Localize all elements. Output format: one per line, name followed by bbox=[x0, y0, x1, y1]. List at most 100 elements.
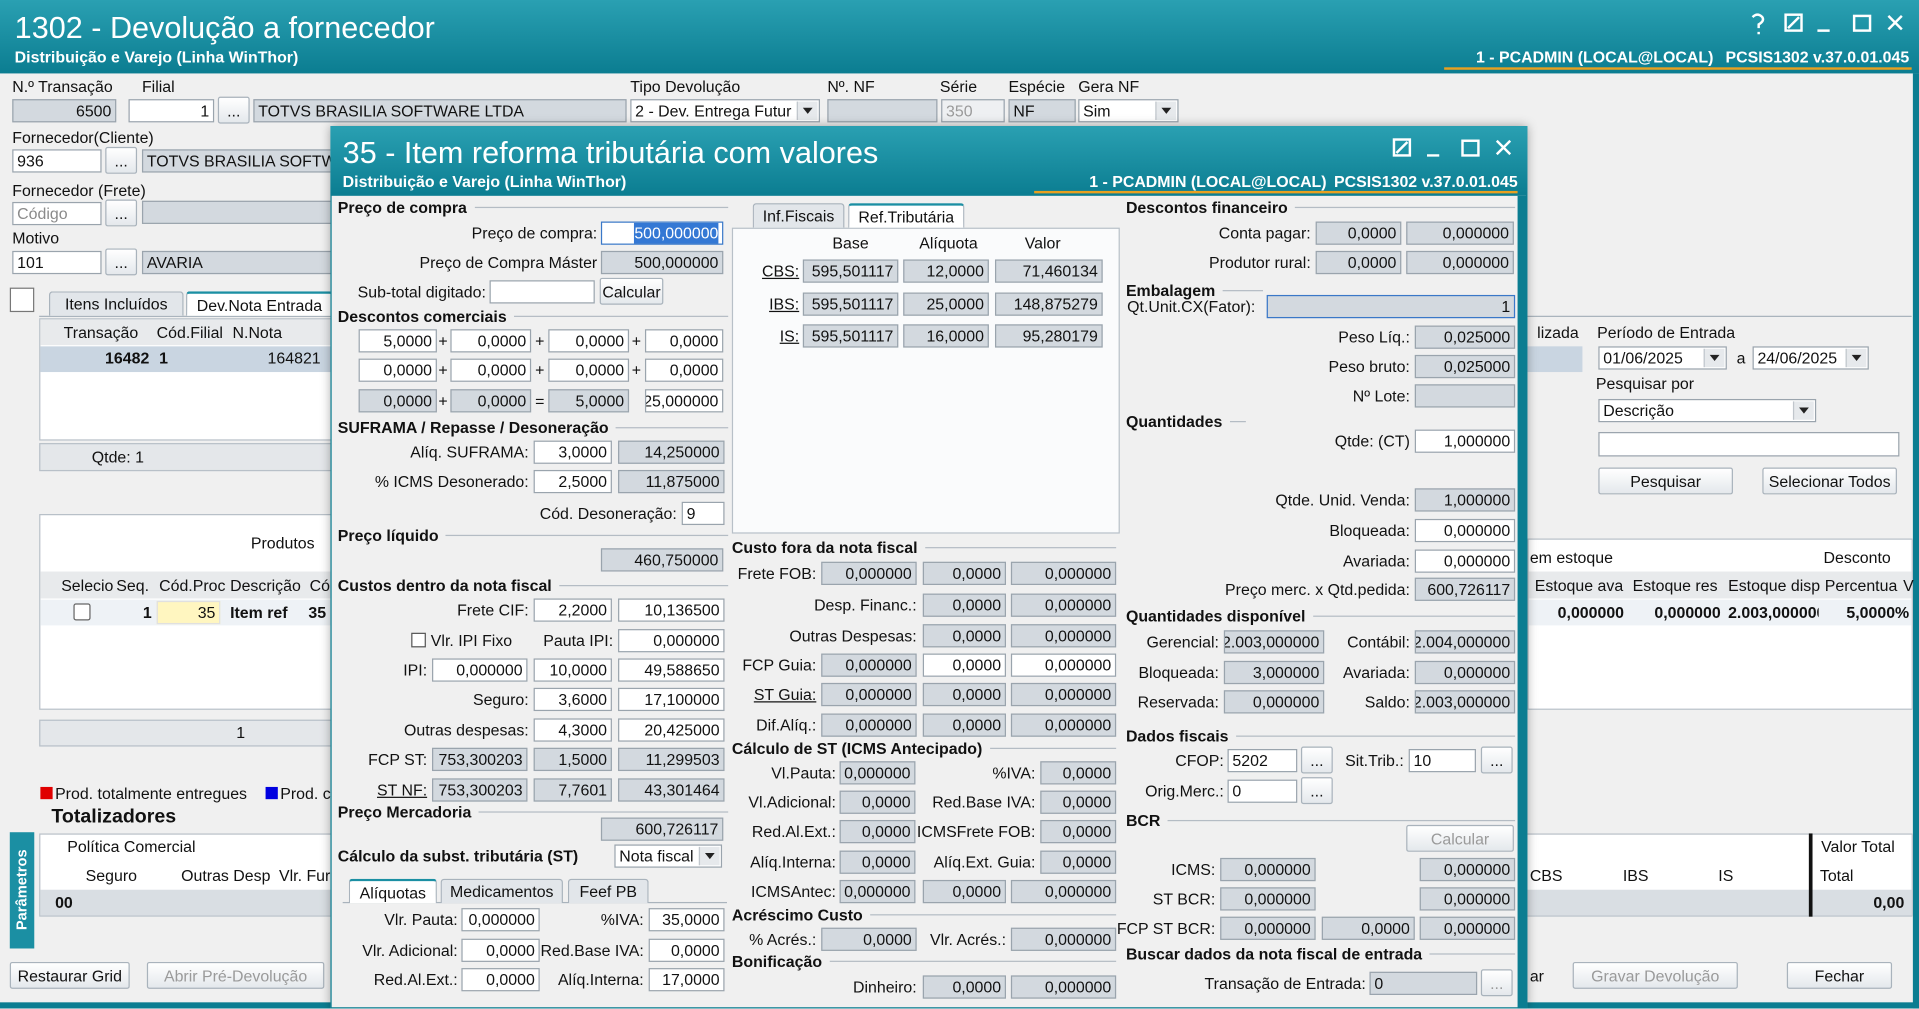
readonly-value[interactable]: 0,000000 bbox=[1220, 916, 1316, 940]
text-input[interactable]: 0 bbox=[1227, 779, 1298, 803]
value-input[interactable]: 17,0000 bbox=[648, 968, 725, 992]
value-input[interactable]: 10,0000 bbox=[533, 658, 612, 682]
readonly-value[interactable]: 0,000000 bbox=[1419, 887, 1516, 911]
readonly-value[interactable]: 0,0000 bbox=[1315, 221, 1402, 245]
readonly-value[interactable]: 14,250000 bbox=[618, 440, 725, 464]
button[interactable]: Selecionar Todos bbox=[1762, 467, 1897, 495]
value-input[interactable]: 0,0000 bbox=[922, 653, 1007, 677]
readonly-value[interactable]: 0,0000 bbox=[922, 682, 1007, 707]
dropdown-arrow[interactable] bbox=[796, 101, 818, 120]
button[interactable]: Fechar bbox=[1786, 961, 1893, 989]
value-input[interactable]: 0,000000 bbox=[1010, 653, 1117, 677]
readonly-value[interactable]: 0,000000 bbox=[1220, 857, 1316, 882]
readonly-value[interactable]: 595,501117 bbox=[802, 259, 899, 283]
readonly-value[interactable]: 0,000000 bbox=[1010, 593, 1117, 617]
button[interactable]: ... bbox=[1480, 746, 1513, 774]
search-input[interactable] bbox=[1598, 432, 1900, 457]
combo-box[interactable]: 01/06/2025 bbox=[1598, 346, 1727, 370]
readonly-value[interactable]: 2.004,000000 bbox=[1414, 630, 1516, 654]
readonly-value[interactable]: 0,0000 bbox=[839, 819, 916, 844]
value-input[interactable]: 3,0000 bbox=[533, 440, 612, 464]
readonly-value[interactable]: 0,000000 bbox=[1419, 857, 1516, 882]
dropdown-arrow[interactable] bbox=[698, 846, 720, 866]
readonly-value[interactable]: 0,0000 bbox=[358, 389, 437, 413]
readonly-value[interactable]: 43,301464 bbox=[618, 778, 725, 802]
value-input[interactable]: 49,588650 bbox=[618, 658, 725, 682]
readonly-value[interactable]: 0,0000 bbox=[1040, 850, 1117, 874]
factor-input[interactable]: 1 bbox=[1266, 294, 1516, 319]
readonly-value[interactable]: 6500 bbox=[12, 99, 117, 123]
readonly-value[interactable]: 0,0000 bbox=[839, 790, 916, 814]
readonly-value[interactable]: 16,0000 bbox=[903, 324, 989, 348]
value-input[interactable]: 0,0000 bbox=[461, 968, 540, 992]
value-input[interactable]: 4,3000 bbox=[533, 718, 612, 742]
readonly-value[interactable]: 0,000000 bbox=[1414, 660, 1516, 685]
readonly-value[interactable]: 0,0000 bbox=[1315, 250, 1402, 275]
readonly-value[interactable]: 0,000000 bbox=[1010, 713, 1117, 737]
value-input[interactable]: 5,0000 bbox=[358, 329, 437, 353]
readonly-value[interactable]: 0,000000 bbox=[821, 682, 917, 707]
value-input[interactable]: 0,0000 bbox=[358, 358, 437, 382]
value-input[interactable]: 2,2000 bbox=[533, 598, 612, 622]
readonly-value[interactable]: 148,875279 bbox=[994, 292, 1103, 316]
readonly-value[interactable]: 1,5000 bbox=[533, 747, 612, 772]
combo-box[interactable]: Nota fiscal bbox=[614, 844, 723, 868]
readonly-text[interactable]: TOTVS BRASILIA SOFTWARE LTDA bbox=[141, 149, 338, 173]
readonly-value[interactable]: 3,000000 bbox=[1223, 660, 1325, 685]
readonly-value[interactable]: 0,000000 bbox=[1010, 879, 1117, 904]
button[interactable]: Pesquisar bbox=[1598, 467, 1733, 495]
value-input[interactable]: 0,0000 bbox=[450, 329, 532, 353]
readonly-value[interactable]: 0,025000 bbox=[1414, 354, 1516, 379]
dropdown-arrow[interactable] bbox=[1845, 348, 1867, 368]
readonly-value[interactable]: 0,0000 bbox=[922, 975, 1007, 999]
value-input[interactable]: 10,136500 bbox=[618, 598, 725, 622]
button[interactable]: Restaurar Grid bbox=[9, 961, 130, 989]
readonly-value[interactable]: 600,726117 bbox=[600, 817, 724, 841]
tab[interactable]: Dev.Nota Entrada bbox=[186, 291, 333, 316]
readonly-value[interactable]: 95,280179 bbox=[994, 324, 1103, 348]
readonly-value[interactable]: 0,0000 bbox=[1321, 916, 1415, 940]
value-input[interactable]: 1,000000 bbox=[1414, 429, 1516, 453]
readonly-value[interactable]: 0,000000 bbox=[1010, 561, 1117, 586]
readonly-value[interactable]: 0,000000 bbox=[821, 713, 917, 737]
dropdown-arrow[interactable] bbox=[1792, 401, 1814, 420]
button[interactable]: ... bbox=[105, 146, 138, 174]
button[interactable]: ... bbox=[105, 248, 138, 276]
readonly-value[interactable]: 0,0000 bbox=[922, 713, 1007, 737]
value-input[interactable]: 0,000000 bbox=[618, 629, 725, 653]
readonly-text[interactable]: AVARIA bbox=[141, 250, 338, 275]
tab[interactable]: Feef PB bbox=[567, 878, 649, 904]
dropdown-arrow[interactable] bbox=[1703, 348, 1725, 368]
readonly-value[interactable]: 12,0000 bbox=[903, 259, 989, 283]
readonly-value[interactable]: 0,0000 bbox=[922, 879, 1007, 904]
side-tab[interactable] bbox=[9, 832, 35, 949]
readonly-value[interactable]: 0,0000 bbox=[1040, 761, 1117, 785]
dropdown-arrow[interactable] bbox=[1155, 101, 1177, 120]
readonly-value[interactable]: 1,000000 bbox=[1414, 488, 1516, 512]
value-input[interactable]: 3,6000 bbox=[533, 687, 612, 712]
value-input[interactable]: 0,000000 bbox=[461, 908, 540, 932]
readonly-value[interactable]: 0,0000 bbox=[839, 850, 916, 874]
combo-box[interactable]: Sim bbox=[1078, 99, 1179, 123]
readonly-value[interactable]: 0,0000 bbox=[450, 389, 532, 413]
checkbox[interactable] bbox=[73, 603, 91, 621]
readonly-value[interactable]: 753,300203 bbox=[432, 747, 528, 772]
value-input[interactable]: 1 bbox=[128, 99, 215, 123]
readonly-value[interactable]: 0,0000 bbox=[1040, 790, 1117, 814]
button[interactable]: ... bbox=[217, 96, 250, 124]
value-input[interactable]: 25,000000 bbox=[644, 389, 724, 413]
value-input[interactable]: 35,0000 bbox=[648, 908, 725, 932]
dialog-controls[interactable] bbox=[1389, 135, 1524, 162]
readonly-value[interactable]: 0,000000 bbox=[1406, 221, 1514, 245]
text-input[interactable]: 936 bbox=[12, 149, 102, 173]
readonly-value[interactable]: 0,000000 bbox=[1406, 250, 1514, 275]
readonly-value[interactable]: 0,0000 bbox=[821, 927, 917, 951]
value-input[interactable]: 0,000000 bbox=[432, 658, 528, 682]
value-input[interactable]: 20,425000 bbox=[618, 718, 725, 742]
readonly-value[interactable]: 5,0000 bbox=[548, 389, 630, 413]
tab[interactable]: Ref.Tributária bbox=[848, 203, 965, 228]
readonly-value[interactable]: 460,750000 bbox=[600, 548, 724, 572]
readonly-value[interactable]: 753,300203 bbox=[432, 778, 528, 802]
readonly-value[interactable]: 595,501117 bbox=[802, 292, 899, 316]
value-input[interactable]: 0,0000 bbox=[548, 329, 630, 353]
